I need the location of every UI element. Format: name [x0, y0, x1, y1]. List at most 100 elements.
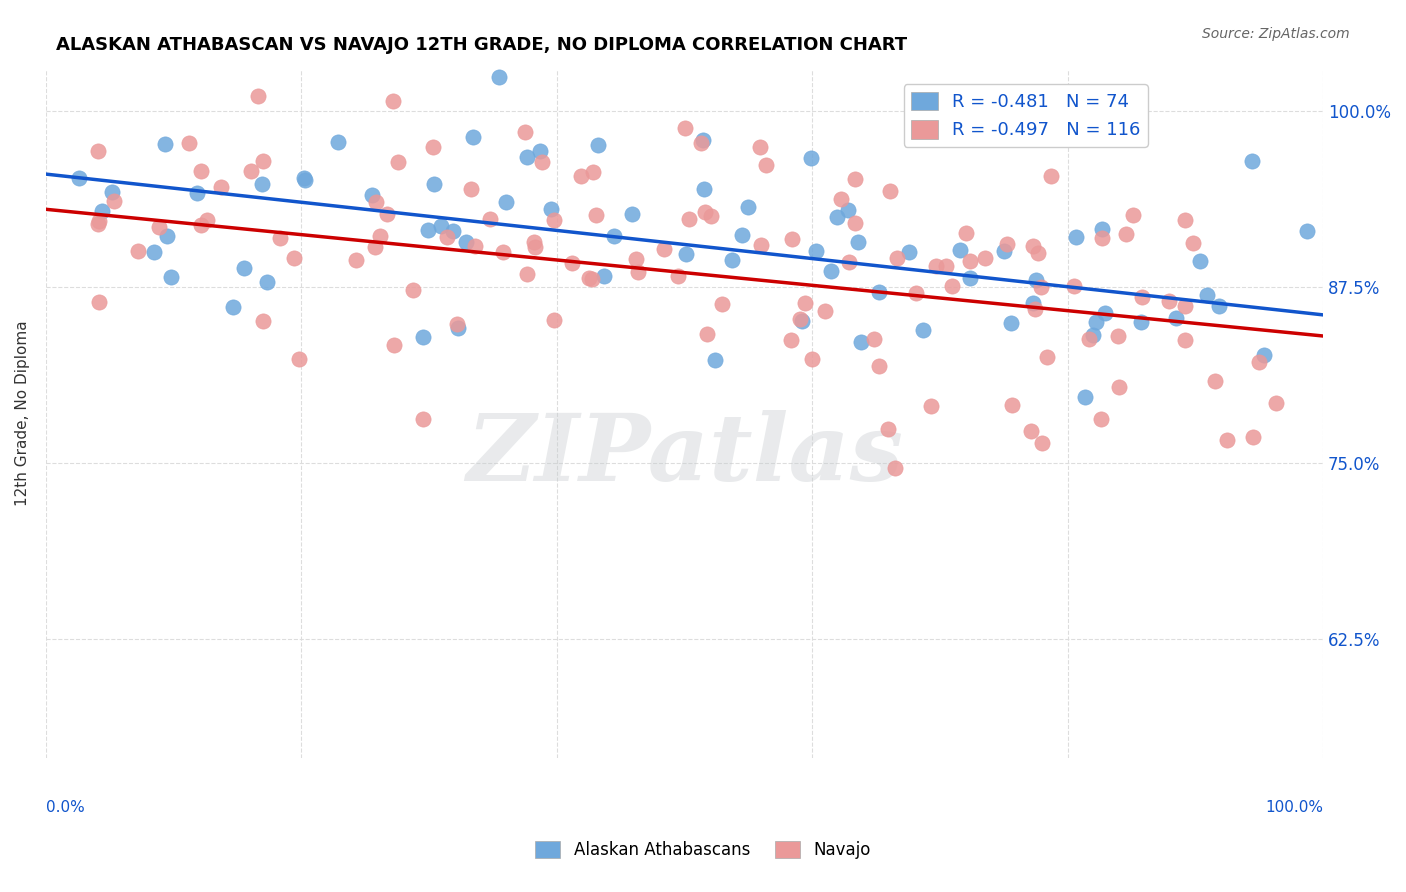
Point: [177, 136, 200, 150]
Point: [955, 226, 977, 240]
Point: [156, 228, 179, 243]
Point: [364, 240, 387, 254]
Point: [523, 235, 546, 249]
Point: [804, 244, 827, 258]
Point: [585, 208, 607, 222]
Point: [366, 194, 388, 209]
Point: [127, 244, 149, 259]
Point: [250, 177, 273, 191]
Point: [454, 235, 477, 249]
Point: [846, 235, 869, 249]
Point: [190, 164, 212, 178]
Point: [837, 202, 859, 217]
Point: [1174, 333, 1197, 347]
Point: [252, 314, 274, 328]
Point: [1122, 207, 1144, 221]
Point: [441, 224, 464, 238]
Point: [904, 285, 927, 300]
Point: [780, 333, 803, 347]
Point: [269, 230, 291, 244]
Point: [446, 317, 468, 331]
Point: [974, 251, 997, 265]
Point: [886, 251, 908, 265]
Point: [1000, 316, 1022, 330]
Point: [195, 213, 218, 227]
Point: [1130, 290, 1153, 304]
Point: [711, 297, 734, 311]
Point: [941, 279, 963, 293]
Point: [692, 133, 714, 147]
Point: [995, 237, 1018, 252]
Point: [294, 173, 316, 187]
Point: [561, 256, 583, 270]
Point: [879, 184, 901, 198]
Point: [233, 261, 256, 276]
Point: [1197, 287, 1219, 301]
Point: [326, 136, 349, 150]
Point: [912, 323, 935, 337]
Point: [142, 245, 165, 260]
Point: [368, 228, 391, 243]
Point: [1164, 311, 1187, 326]
Point: [820, 264, 842, 278]
Point: [160, 270, 183, 285]
Point: [1064, 230, 1087, 244]
Point: [1084, 316, 1107, 330]
Point: [586, 138, 609, 153]
Point: [883, 461, 905, 475]
Point: [287, 352, 309, 367]
Point: [780, 231, 803, 245]
Point: [1078, 332, 1101, 346]
Point: [1026, 246, 1049, 260]
Point: [513, 125, 536, 139]
Point: [292, 171, 315, 186]
Point: [222, 300, 245, 314]
Point: [569, 169, 592, 183]
Point: [460, 181, 482, 195]
Point: [624, 252, 647, 266]
Point: [827, 210, 849, 224]
Point: [925, 260, 948, 274]
Point: [1074, 390, 1097, 404]
Point: [464, 239, 486, 253]
Point: [603, 229, 626, 244]
Point: [1091, 222, 1114, 236]
Point: [666, 269, 689, 284]
Point: [382, 94, 405, 108]
Point: [693, 205, 716, 219]
Text: 100.0%: 100.0%: [1265, 800, 1323, 814]
Point: [429, 219, 451, 233]
Point: [1108, 380, 1130, 394]
Point: [731, 227, 754, 242]
Point: [959, 270, 981, 285]
Point: [418, 223, 440, 237]
Point: [1249, 355, 1271, 369]
Point: [1241, 430, 1264, 444]
Point: [46, 44, 69, 58]
Point: [540, 202, 562, 217]
Text: ZIPatlas: ZIPatlas: [465, 409, 903, 500]
Point: [240, 164, 263, 178]
Point: [1029, 280, 1052, 294]
Point: [1094, 306, 1116, 320]
Point: [1021, 295, 1043, 310]
Point: [696, 327, 718, 342]
Point: [868, 285, 890, 299]
Point: [1204, 375, 1226, 389]
Point: [792, 314, 814, 328]
Point: [91, 49, 114, 63]
Point: [814, 304, 837, 318]
Point: [863, 332, 886, 346]
Point: [1208, 299, 1230, 313]
Point: [153, 137, 176, 152]
Point: [749, 140, 772, 154]
Point: [1130, 315, 1153, 329]
Point: [488, 70, 510, 85]
Point: [1174, 299, 1197, 313]
Point: [543, 213, 565, 227]
Point: [101, 185, 124, 199]
Point: [436, 229, 458, 244]
Point: [675, 247, 697, 261]
Point: [1107, 329, 1129, 343]
Point: [412, 412, 434, 426]
